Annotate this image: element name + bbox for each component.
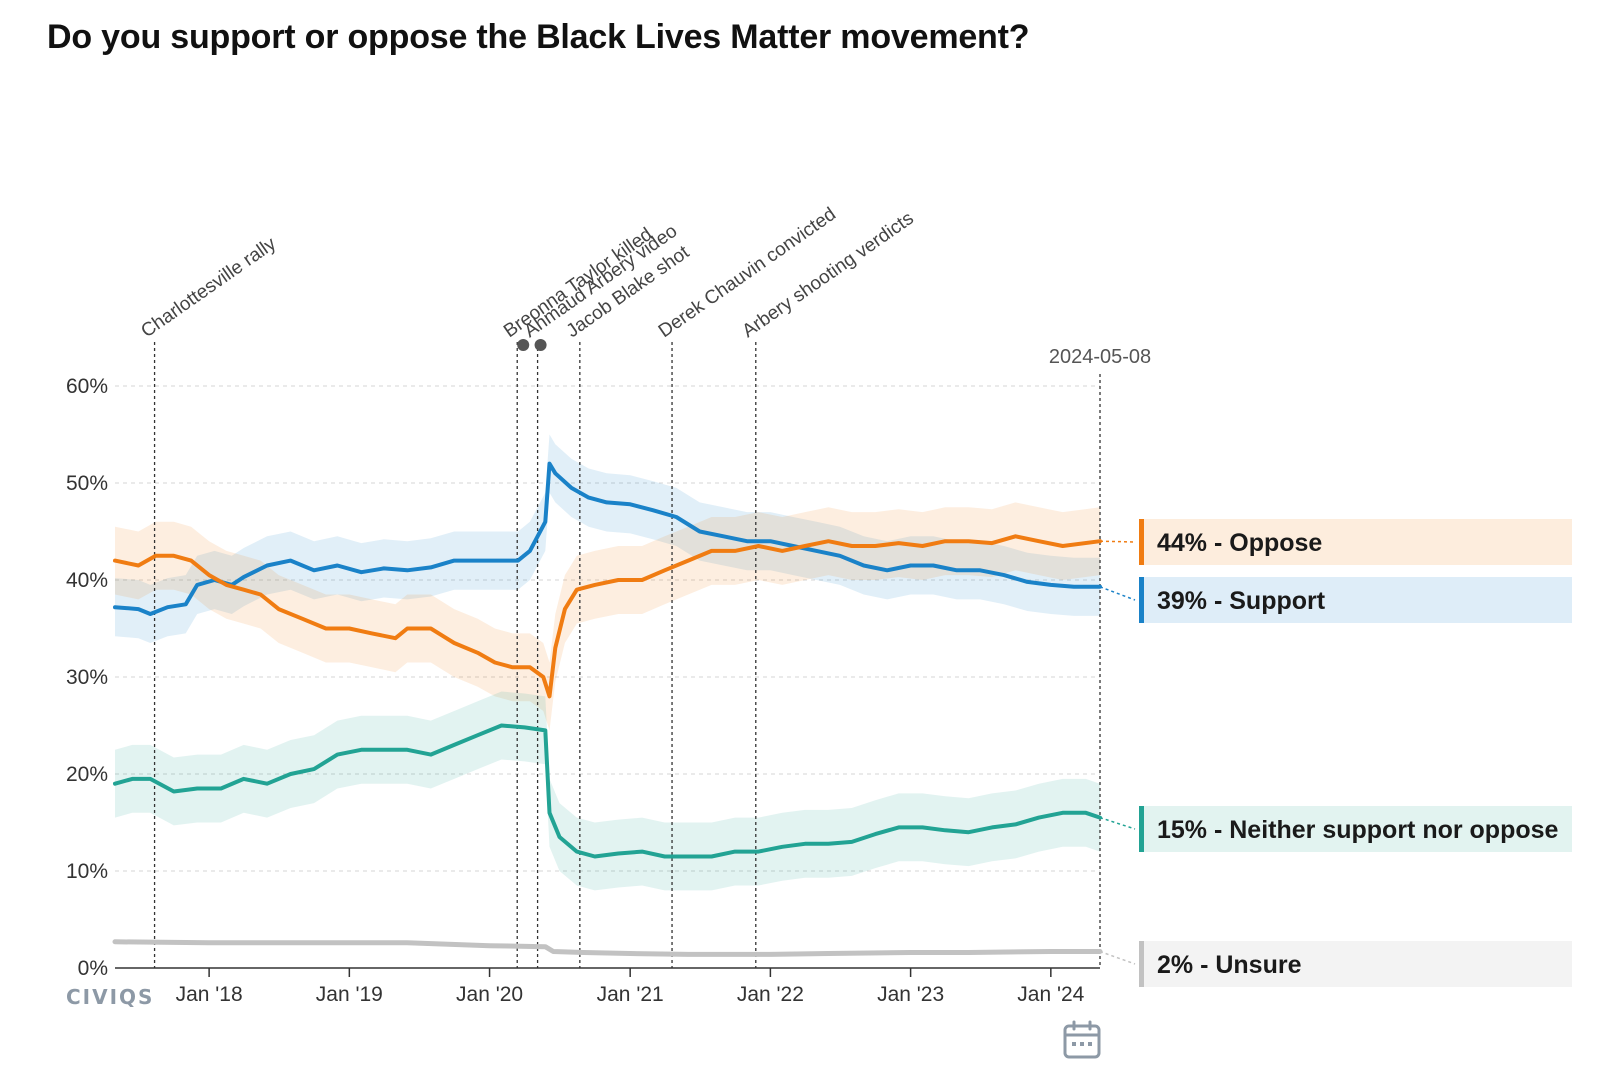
y-tick-label: 10% [66,860,108,883]
y-tick-label: 0% [78,957,108,980]
legend-marker [1139,519,1144,565]
event-label: Charlottesville rally [137,233,280,342]
y-tick-label: 30% [66,666,108,689]
legend: 39% - Support 44% - Oppose 15% - Neither s… [1100,519,1572,987]
legend-connector [1100,541,1135,542]
legend-label: 39% - Support [1157,587,1326,615]
legend-label: 2% - Unsure [1157,951,1302,979]
event-dot [535,339,547,351]
legend-connector [1100,818,1135,829]
legend-connector [1100,952,1135,965]
legend-marker [1139,577,1144,623]
x-tick-label: Jan '22 [737,983,804,1006]
x-tick-label: Jan '18 [176,983,243,1006]
y-tick-label: 60% [66,375,108,398]
y-tick-label: 40% [66,569,108,592]
x-tick-label: Jan '20 [456,983,523,1006]
line-chart: 2024-05-08Charlottesville rally Breonna T… [0,0,1600,1080]
end-date-label: 2024-05-08 [1049,346,1151,368]
calendar-icon[interactable] [1063,1020,1101,1060]
legend-label: 44% - Oppose [1157,529,1322,557]
legend-connector [1100,587,1135,600]
legend-marker [1139,806,1144,852]
x-tick-label: Jan '21 [597,983,664,1006]
legend-label: 15% - Neither support nor oppose [1157,816,1559,844]
event-dot [517,339,529,351]
civiqs-logo: CIVIQS [66,985,154,1009]
x-tick-label: Jan '23 [877,983,944,1006]
line-unsure [115,942,1100,955]
x-tick-label: Jan '19 [316,983,383,1006]
band-oppose [115,502,1100,730]
legend-marker [1139,941,1144,987]
y-tick-label: 20% [66,763,108,786]
y-tick-label: 50% [66,472,108,495]
x-tick-label: Jan '24 [1017,983,1084,1006]
band-neither-support-nor-oppose [115,692,1100,891]
